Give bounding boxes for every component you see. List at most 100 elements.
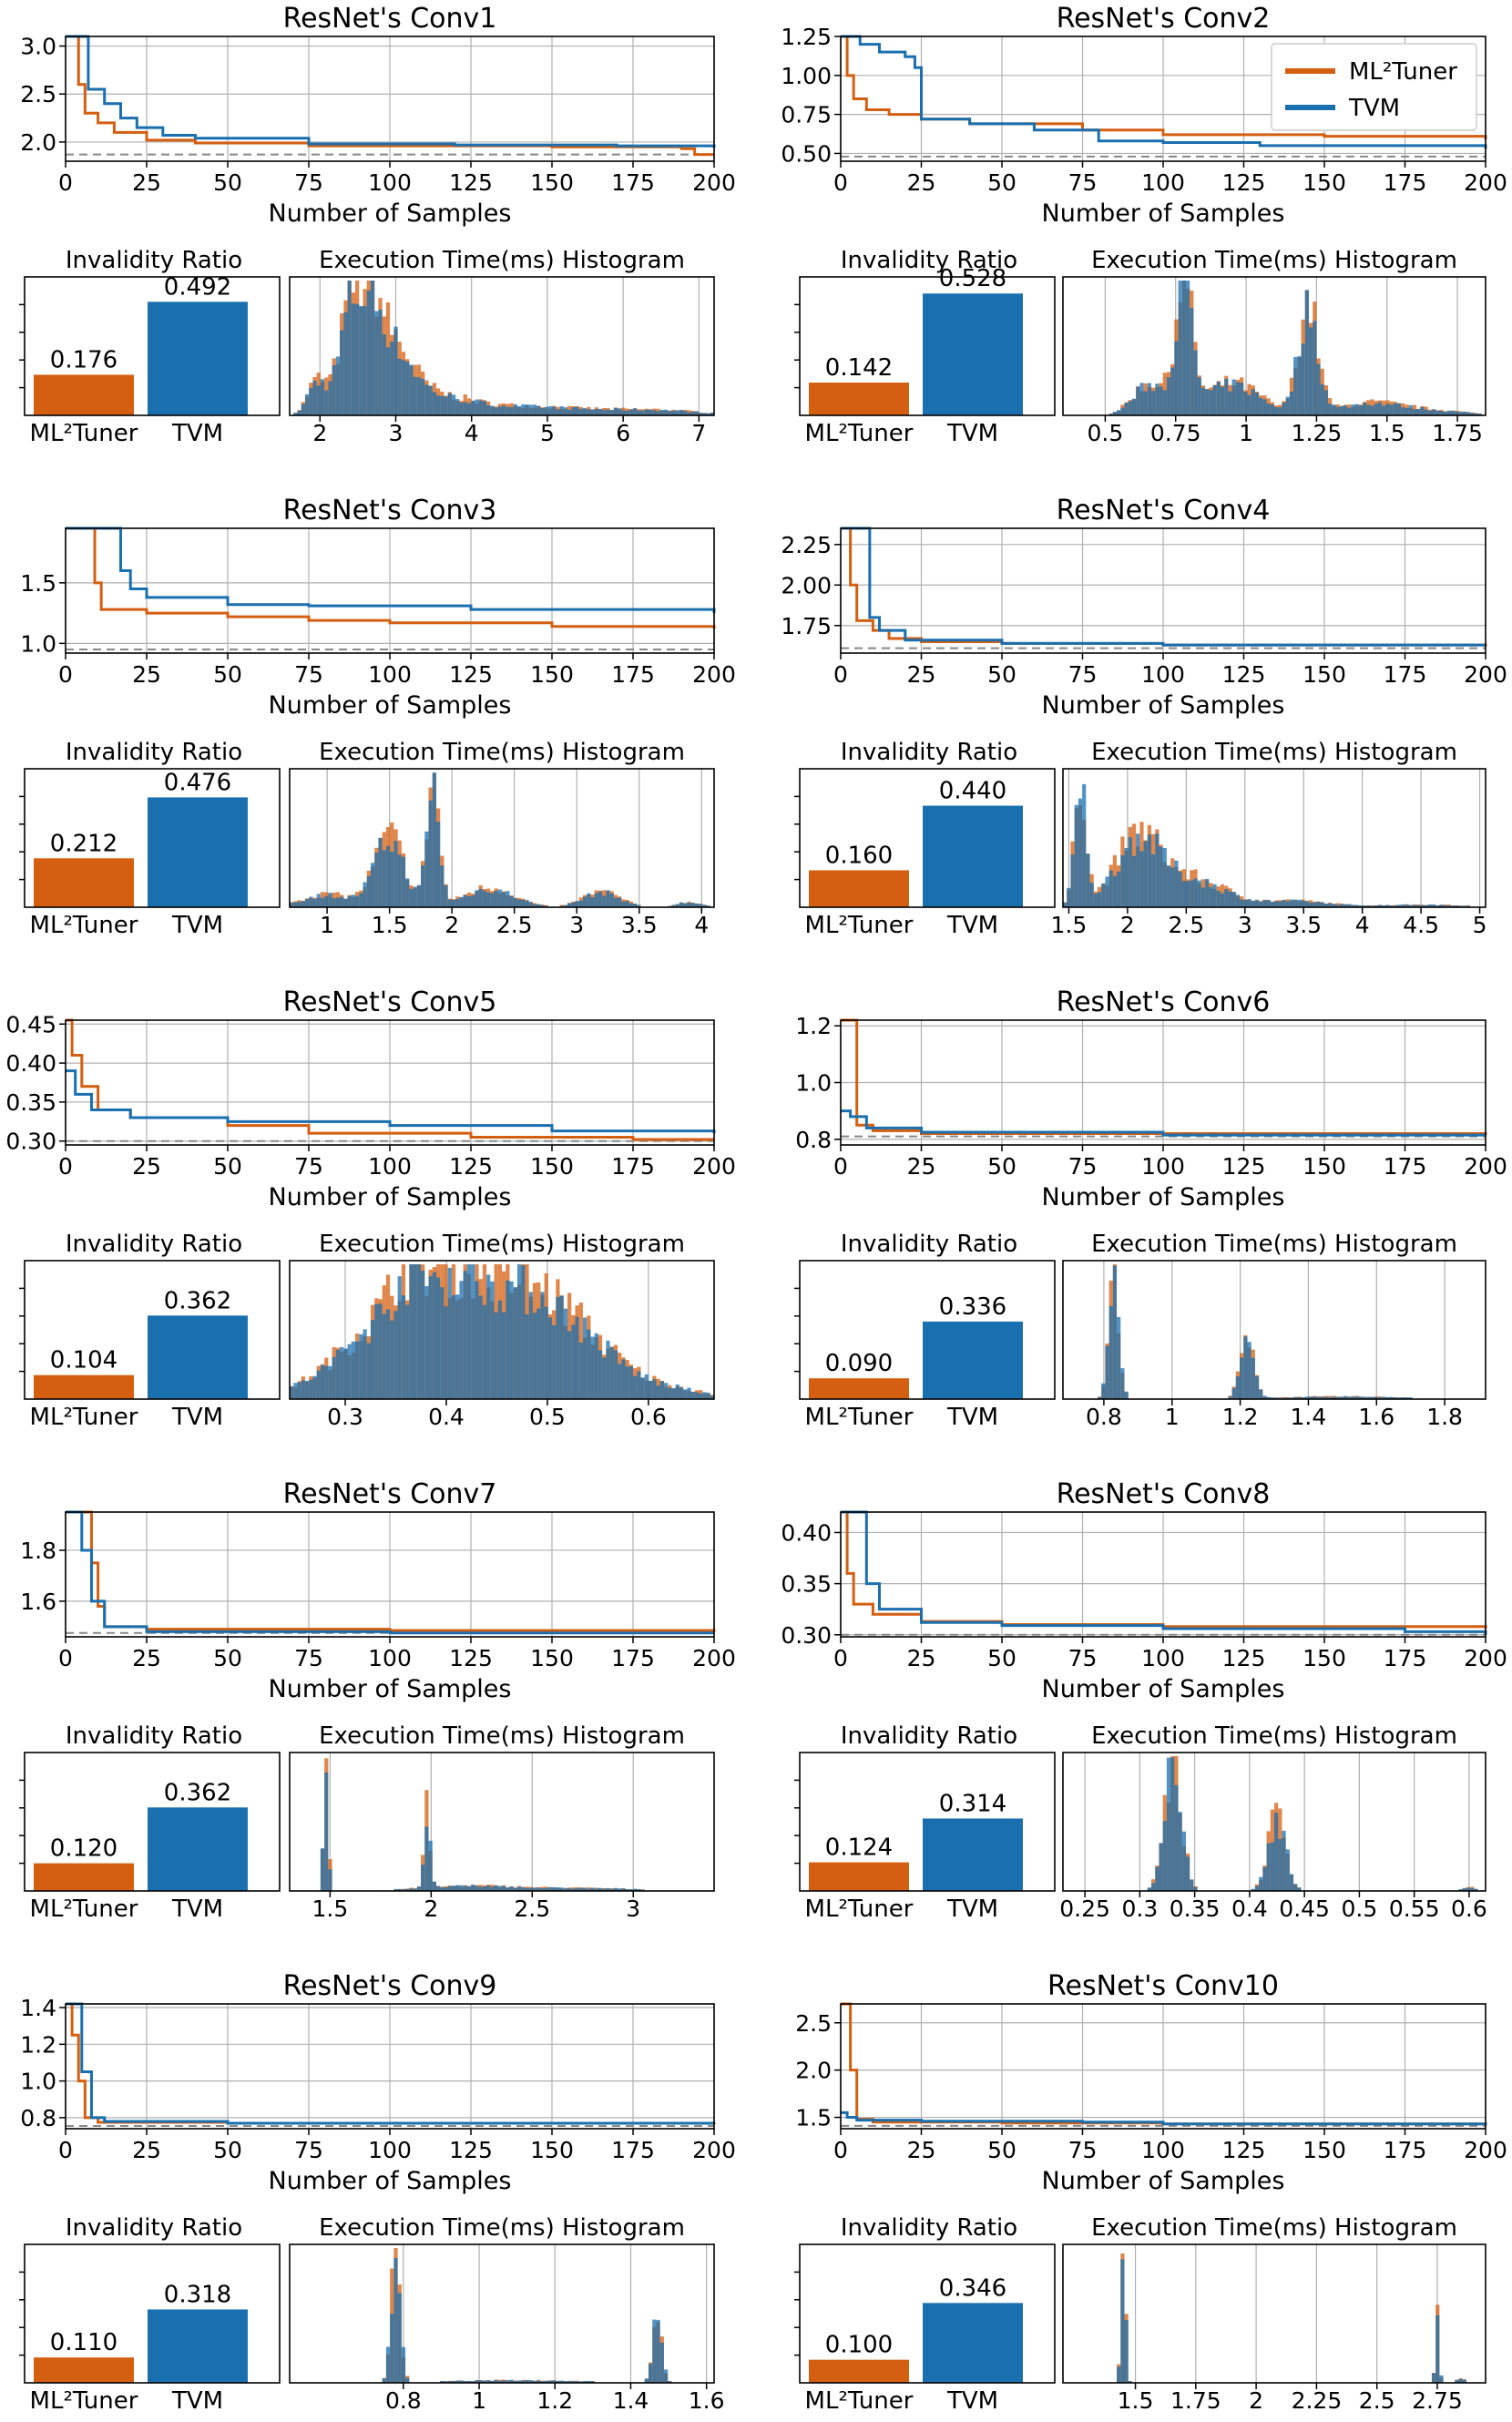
hist-bin-tvm (1278, 1838, 1282, 1891)
hist-bin-tvm (290, 1386, 294, 1399)
hist-bin-tvm (1405, 1397, 1409, 1399)
x-tick-label: 75 (294, 661, 323, 688)
hist-bin-tvm (1247, 898, 1251, 907)
hist-tick-label: 7 (691, 420, 706, 446)
hist-bin-tvm (497, 889, 502, 907)
hist-bin-tvm (513, 404, 517, 415)
hist-bin-tvm (421, 378, 425, 415)
hist-bin-tvm (1323, 1396, 1329, 1399)
hist-bin-tvm (1170, 1757, 1175, 1891)
hist-bin-tvm (602, 409, 607, 415)
hist-bin-tvm (1347, 407, 1352, 415)
histogram-frame (289, 1752, 715, 1892)
hist-bin-tvm (1190, 307, 1194, 415)
x-tick-label: 200 (1464, 661, 1507, 688)
y-tick-label: 1.0 (20, 630, 56, 657)
x-tick-label: 100 (368, 169, 412, 196)
hist-bin-tvm (1185, 281, 1190, 415)
hist-bin-tvm (297, 410, 301, 415)
hist-bin-tvm (340, 896, 344, 907)
hist-bin-tvm (1151, 1883, 1156, 1891)
hist-bin-tvm (1124, 403, 1129, 415)
hist-bin-tvm (463, 1271, 467, 1399)
hist-bin-tvm (1366, 1396, 1371, 1399)
x-tick-label: 125 (1222, 169, 1266, 196)
hist-bin-tvm (656, 2319, 660, 2383)
x-tick-label: 50 (987, 1645, 1017, 1671)
x-tick-label: 25 (907, 661, 936, 688)
hist-bin-tvm (1458, 1888, 1463, 1891)
hist-tick-label: 0.8 (385, 2387, 422, 2414)
line-plot-frame (65, 2003, 715, 2130)
hist-bin-tvm (652, 1379, 657, 1399)
hist-bin-tvm (1228, 891, 1232, 907)
hist-bin-tvm (1259, 1389, 1263, 1399)
hist-bin-tvm (351, 303, 356, 415)
hist-bin-tvm (679, 1387, 684, 1399)
hist-bin-tvm (1339, 405, 1343, 415)
x-tick-label: 25 (907, 1645, 936, 1671)
hist-bin-tvm (1262, 1866, 1267, 1891)
y-tick-label: 3.0 (20, 34, 56, 60)
hist-bin-tvm (582, 2380, 587, 2383)
hist-bin-tvm (594, 408, 598, 415)
invalidity-bar-ml2tuner (809, 1862, 909, 1891)
hist-bin-tvm (416, 377, 422, 415)
invalidity-value: 0.100 (825, 2332, 893, 2359)
y-tick-label: 1.75 (781, 613, 832, 639)
hist-bin-tvm (1105, 876, 1109, 907)
chart-title: ResNet's Conv9 (283, 1970, 497, 2002)
hist-bin-tvm (1259, 901, 1263, 907)
hist-bin-tvm (1200, 387, 1206, 415)
hist-bin-tvm (544, 406, 548, 415)
hist-bin-tvm (571, 2381, 576, 2383)
hist-bin-tvm (699, 413, 703, 415)
hist-bin-tvm (482, 1304, 487, 1399)
hist-tick-label: 5 (1473, 912, 1487, 938)
panel-9: ResNet's Conv9 0 25 50 75 100 125 150 175 200 0.8 1… (19, 1970, 736, 2415)
invalidity-title: Invalidity Ratio (841, 247, 1017, 274)
hist-bin-tvm (625, 901, 629, 907)
hist-tick-label: 0.3 (1121, 1896, 1158, 1922)
hist-bin-tvm (1416, 408, 1421, 415)
x-tick-label: 0 (58, 1153, 73, 1180)
hist-bin-tvm (316, 1370, 321, 1399)
hist-bin-tvm (621, 901, 626, 907)
hist-bin-tvm (710, 412, 714, 415)
hist-bin-tvm (324, 895, 329, 907)
histogram-frame (1062, 2243, 1486, 2384)
hist-bin-tvm (1209, 390, 1213, 415)
hist-bin-tvm (451, 1295, 456, 1399)
invalidity-bar-ml2tuner (809, 383, 909, 415)
hist-bin-tvm (1412, 409, 1417, 415)
hist-bin-tvm (598, 408, 603, 415)
hist-bin-tvm (478, 1295, 483, 1399)
panel-6: ResNet's Conv6 0 25 50 75 100 125 150 175 200 0.8 1… (794, 986, 1507, 1431)
y-tick-label: 2.0 (795, 2058, 832, 2084)
hist-bin-tvm (1370, 405, 1374, 415)
hist-bin-tvm (455, 2380, 460, 2383)
hist-bin-tvm (652, 2319, 657, 2383)
hist-bin-tvm (683, 411, 688, 415)
hist-bin-tvm (459, 1281, 464, 1399)
hist-bin-tvm (421, 1271, 425, 1399)
hist-bin-tvm (440, 1287, 444, 1399)
hist-bin-tvm (301, 901, 305, 907)
hist-bin-tvm (1335, 1396, 1340, 1399)
hist-bin-tvm (1070, 854, 1075, 907)
hist-bin-tvm (1209, 887, 1213, 907)
hist-bin-tvm (1117, 871, 1121, 907)
hist-bin-tvm (1313, 1395, 1317, 1399)
hist-bin-tvm (478, 400, 483, 415)
hist-bin-tvm (1297, 1397, 1302, 1399)
hist-bin-tvm (435, 822, 441, 907)
hist-bin-tvm (648, 1381, 653, 1399)
y-tick-label: 1.4 (20, 1995, 56, 2021)
hist-tick-label: 4 (694, 912, 709, 938)
hist-bin-tvm (536, 405, 541, 415)
hist-bin-tvm (556, 1886, 560, 1891)
hist-bin-tvm (1231, 379, 1236, 415)
hist-bin-tvm (528, 404, 533, 415)
x-tick-label: 0 (58, 661, 73, 688)
hist-bin-tvm (575, 901, 579, 907)
